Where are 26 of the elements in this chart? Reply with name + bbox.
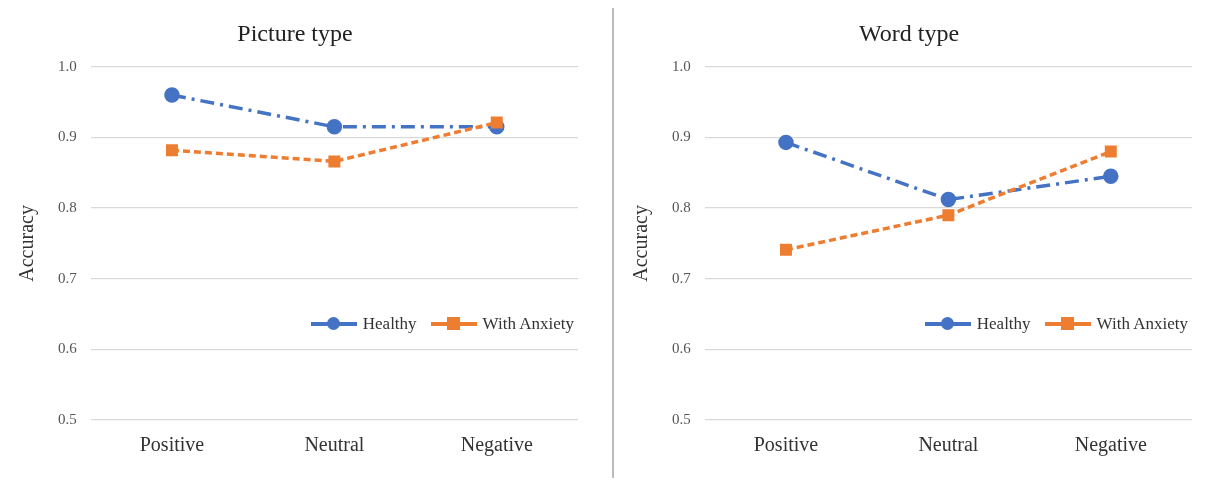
x-tick-label: Positive xyxy=(753,433,819,456)
y-tick-label: 0.5 xyxy=(672,410,691,427)
y-tick-label: 0.6 xyxy=(58,340,78,357)
y-tick-label: 0.7 xyxy=(58,269,78,286)
x-tick-label: Neutral xyxy=(304,433,365,456)
y-tick-label: 0.9 xyxy=(58,128,77,145)
y-tick-label: 1.0 xyxy=(672,57,691,74)
y-tick-label: 0.6 xyxy=(672,340,692,357)
x-tick-label: Neutral xyxy=(918,433,979,456)
legend-label: Healthy xyxy=(976,314,1031,335)
legend-label: With Anxiety xyxy=(482,314,574,335)
x-tick-label: Negative xyxy=(460,433,534,457)
x-tick-label: Positive xyxy=(139,433,205,456)
y-tick-label: 1.0 xyxy=(58,57,77,74)
y-axis-title: Accuracy xyxy=(15,205,39,282)
legend-label: Healthy xyxy=(362,314,417,335)
y-axis-title: Accuracy xyxy=(629,205,653,282)
y-tick-label: 0.8 xyxy=(58,199,77,216)
chart-title: Word type xyxy=(858,19,960,46)
y-tick-label: 0.8 xyxy=(672,199,691,216)
x-tick-label: Negative xyxy=(1074,433,1148,457)
legend-label: With Anxiety xyxy=(1096,314,1188,335)
y-tick-label: 0.9 xyxy=(672,128,691,145)
chart-title: Picture type xyxy=(237,19,353,46)
y-tick-label: 0.7 xyxy=(672,269,692,286)
y-tick-label: 0.5 xyxy=(58,410,77,427)
